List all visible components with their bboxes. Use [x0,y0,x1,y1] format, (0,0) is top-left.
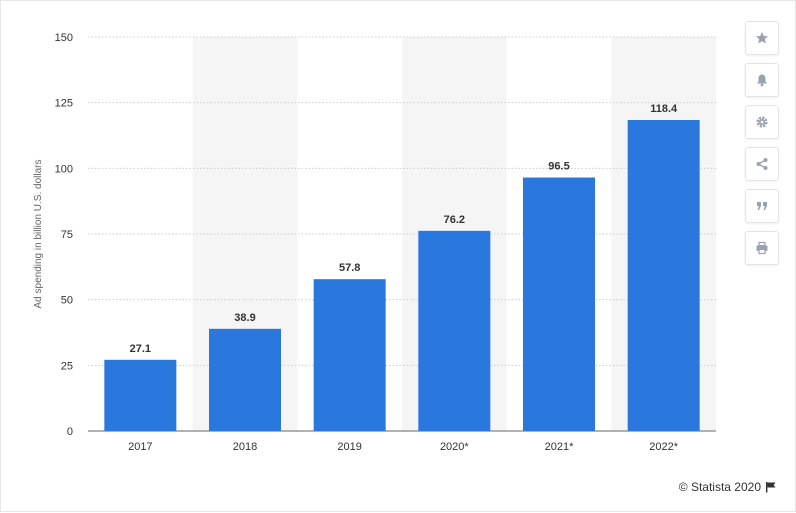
settings-button[interactable] [745,105,779,139]
bar-value-label: 27.1 [130,343,151,355]
share-button[interactable] [745,147,779,181]
bar-value-label: 76.2 [444,214,465,226]
y-tick-label: 125 [55,98,73,110]
x-tick-label: 2017 [128,441,152,453]
bar[interactable] [627,120,700,431]
x-axis-ticks: 2017 2018 2019 2020* 2021* 2022* [128,441,679,453]
gear-icon [756,116,768,128]
x-tick-label: 2018 [233,441,257,453]
bar-value-label: 118.4 [650,103,678,115]
bell-icon [757,74,767,87]
bars [104,120,700,431]
flag-icon [766,482,776,493]
share-icon [756,158,768,170]
x-tick-label: 2022* [649,441,678,453]
bar-value-label: 38.9 [234,312,255,324]
y-tick-label: 25 [61,360,73,372]
y-axis-title: Ad spending in billion U.S. dollars [33,160,44,309]
bar-value-label: 57.8 [339,262,360,274]
print-button[interactable] [745,231,779,265]
value-labels: 27.1 38.9 57.8 76.2 96.5 118.4 [130,103,678,355]
y-tick-label: 50 [61,295,73,307]
y-tick-label: 100 [55,163,73,175]
bar-value-label: 96.5 [548,161,569,173]
y-tick-label: 75 [61,229,73,241]
credit-text: © Statista 2020 [678,480,761,494]
y-axis-ticks: 0 25 50 75 100 125 150 [55,32,73,438]
favorite-button[interactable] [745,21,779,55]
notification-button[interactable] [745,63,779,97]
bar[interactable] [104,359,177,431]
y-tick-label: 150 [55,32,73,44]
x-tick-label: 2020* [440,441,469,453]
bar[interactable] [418,230,491,431]
cite-button[interactable] [745,189,779,223]
bar[interactable] [523,177,595,431]
gridlines [88,36,716,432]
bar[interactable] [313,279,386,431]
print-icon [756,241,768,255]
quote-icon [757,202,767,210]
chart-toolbar [745,21,779,273]
bar[interactable] [209,328,281,431]
y-tick-label: 0 [67,426,73,438]
x-tick-label: 2021* [545,441,574,453]
statista-credit[interactable]: © Statista 2020 [679,480,777,494]
star-icon [756,32,768,44]
x-tick-label: 2019 [337,441,361,453]
